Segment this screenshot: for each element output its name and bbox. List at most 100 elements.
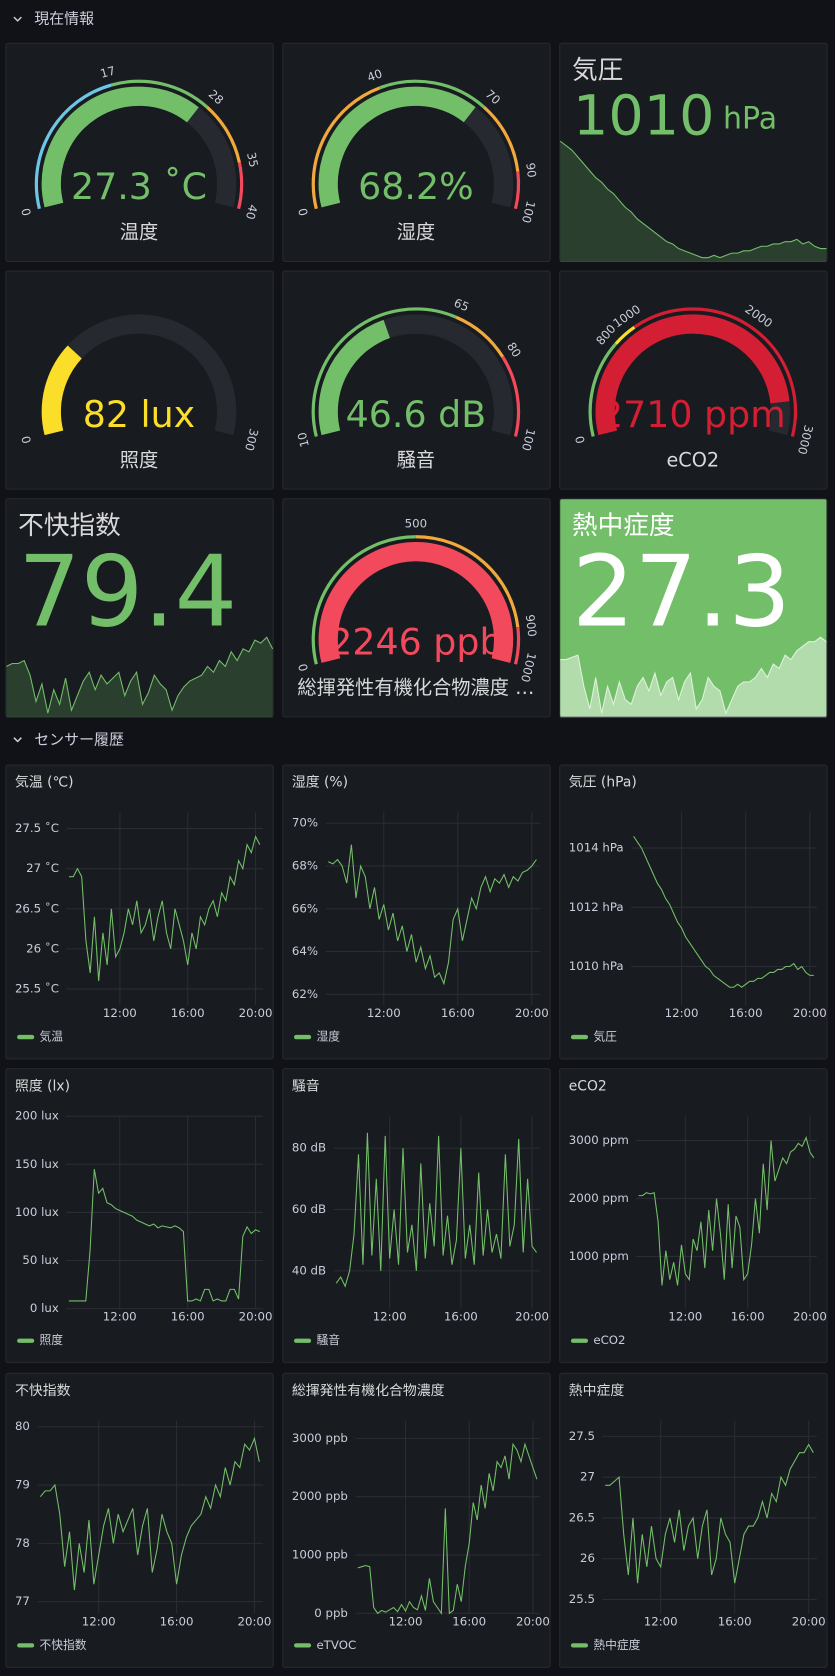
legend-label[interactable]: 気圧: [593, 1030, 617, 1044]
gauge-tick-label: 65: [452, 296, 471, 315]
legend-label[interactable]: 湿度: [316, 1030, 340, 1044]
x-tick-label: 20:00: [516, 1614, 550, 1628]
y-tick-label: 27.5: [569, 1429, 595, 1443]
y-tick-label: 0 lux: [30, 1301, 59, 1315]
threshold-band: [750, 325, 798, 437]
legend-label[interactable]: 照度: [40, 1333, 64, 1347]
section-title[interactable]: 現在情報: [34, 10, 94, 28]
threshold-band: [614, 325, 636, 345]
panel-background: [282, 1372, 551, 1668]
gauge-tick-label: 3000: [795, 423, 816, 455]
gauge-tick-label: 40: [365, 66, 384, 84]
sparkline: [6, 636, 274, 714]
x-tick-label: 20:00: [515, 1310, 549, 1324]
x-tick-label: 16:00: [444, 1310, 478, 1324]
legend-label[interactable]: 不快指数: [40, 1638, 87, 1652]
x-tick-label: 16:00: [452, 1614, 486, 1628]
y-tick-label: 27.5 ˚C: [15, 820, 59, 835]
y-tick-label: 60 dB: [292, 1202, 326, 1216]
threshold-band: [311, 307, 457, 437]
gauge-tick-label: 10: [295, 431, 312, 449]
gauge-tick-label: 500: [405, 516, 427, 530]
y-tick-label: 150 lux: [15, 1157, 59, 1171]
stat-title: 熱中症度: [572, 511, 675, 541]
legend-label[interactable]: 騒音: [316, 1333, 340, 1347]
y-tick-label: 70%: [292, 816, 318, 830]
threshold-band: [237, 162, 244, 210]
threshold-band: [513, 171, 521, 210]
sparkline-area: [560, 637, 827, 718]
x-tick-label: 20:00: [239, 1310, 273, 1324]
gauge-title: 総揮発性有機化合物濃度 …: [297, 676, 534, 699]
gauge-value-arc: [318, 319, 391, 436]
panel: 不快指数 77 78 79 80 12:00 16:00 20:00 不快指数: [5, 1372, 274, 1668]
gauge-tick-label: 100: [519, 199, 538, 224]
gauge-tick-label: 900: [523, 614, 540, 638]
x-tick-label: 12:00: [103, 1310, 137, 1324]
series-line: [605, 1443, 814, 1584]
y-tick-label: 26: [580, 1551, 595, 1565]
threshold-band: [415, 535, 520, 628]
series-line: [335, 1132, 537, 1288]
gauge-value: 2710 ppm: [600, 393, 786, 436]
threshold-band: [34, 83, 112, 210]
panel-title: 照度 (lx): [15, 1078, 70, 1094]
panel-title: eCO2: [569, 1078, 607, 1094]
legend-label[interactable]: eTVOC: [316, 1638, 356, 1652]
legend-label[interactable]: eCO2: [593, 1333, 625, 1347]
section-title[interactable]: センサー履歴: [34, 730, 124, 748]
x-tick-label: 20:00: [793, 1310, 827, 1324]
y-tick-label: 80: [15, 1419, 30, 1433]
gauge-tick-label: 0: [573, 434, 588, 445]
panel: 気圧 (hPa) 1010 hPa 1012 hPa 1014 hPa 12:00 16:…: [559, 764, 828, 1060]
gauge-tick-label: 40: [243, 203, 260, 221]
series-line: [68, 1169, 261, 1302]
y-tick-label: 0 ppb: [314, 1606, 348, 1620]
x-tick-label: 16:00: [171, 1006, 205, 1020]
stat-value: 79.4: [18, 536, 237, 650]
series-line: [633, 835, 814, 988]
x-tick-label: 12:00: [389, 1614, 423, 1628]
y-tick-label: 25.5: [569, 1592, 595, 1606]
panel-background: [559, 42, 828, 262]
panel-background: [282, 498, 551, 718]
y-tick-label: 3000 ppb: [292, 1431, 348, 1445]
panel-title: 気圧 (hPa): [569, 775, 637, 791]
gauge-value: 46.6 dB: [346, 393, 486, 436]
gauge-value-arc: [595, 314, 790, 436]
panel: 照度 (lx) 0 lux 50 lux 100 lux 150 lux 200 lux 1…: [5, 1068, 274, 1364]
gauge-title: eCO2: [666, 448, 719, 471]
x-tick-label: 12:00: [367, 1006, 401, 1020]
section-chevron[interactable]: [13, 737, 22, 743]
panel-background: [559, 764, 828, 1060]
gauge-value-arc: [41, 345, 82, 436]
y-tick-label: 2000 ppb: [292, 1489, 348, 1503]
x-tick-label: 20:00: [793, 1006, 827, 1020]
series-line: [638, 1136, 815, 1286]
x-tick-label: 12:00: [373, 1310, 407, 1324]
threshold-band: [633, 307, 753, 329]
section-chevron[interactable]: [13, 16, 22, 22]
y-tick-label: 3000 ppm: [569, 1133, 629, 1147]
x-tick-label: 16:00: [729, 1006, 763, 1020]
threshold-band: [206, 105, 241, 163]
gauge-tick-label: 0: [296, 662, 311, 673]
y-tick-label: 50 lux: [22, 1253, 58, 1267]
threshold-band: [501, 356, 521, 437]
y-tick-label: 200 lux: [15, 1109, 59, 1123]
gauge-title: 湿度: [397, 221, 435, 244]
legend-label[interactable]: 気温: [40, 1030, 64, 1044]
stat-value: 1010 hPa: [573, 84, 777, 149]
x-tick-label: 12:00: [103, 1006, 137, 1020]
panel: 騒音 40 dB 60 dB 80 dB 12:00 16:00 20:00 騒音: [282, 1068, 551, 1364]
y-tick-label: 2000 ppm: [569, 1191, 629, 1205]
stat-title: 不快指数: [18, 511, 121, 541]
legend-label[interactable]: 熱中症度: [593, 1638, 640, 1652]
sparkline-area: [560, 141, 827, 262]
panel-background: [5, 270, 274, 490]
y-tick-label: 1014 hPa: [569, 841, 624, 855]
